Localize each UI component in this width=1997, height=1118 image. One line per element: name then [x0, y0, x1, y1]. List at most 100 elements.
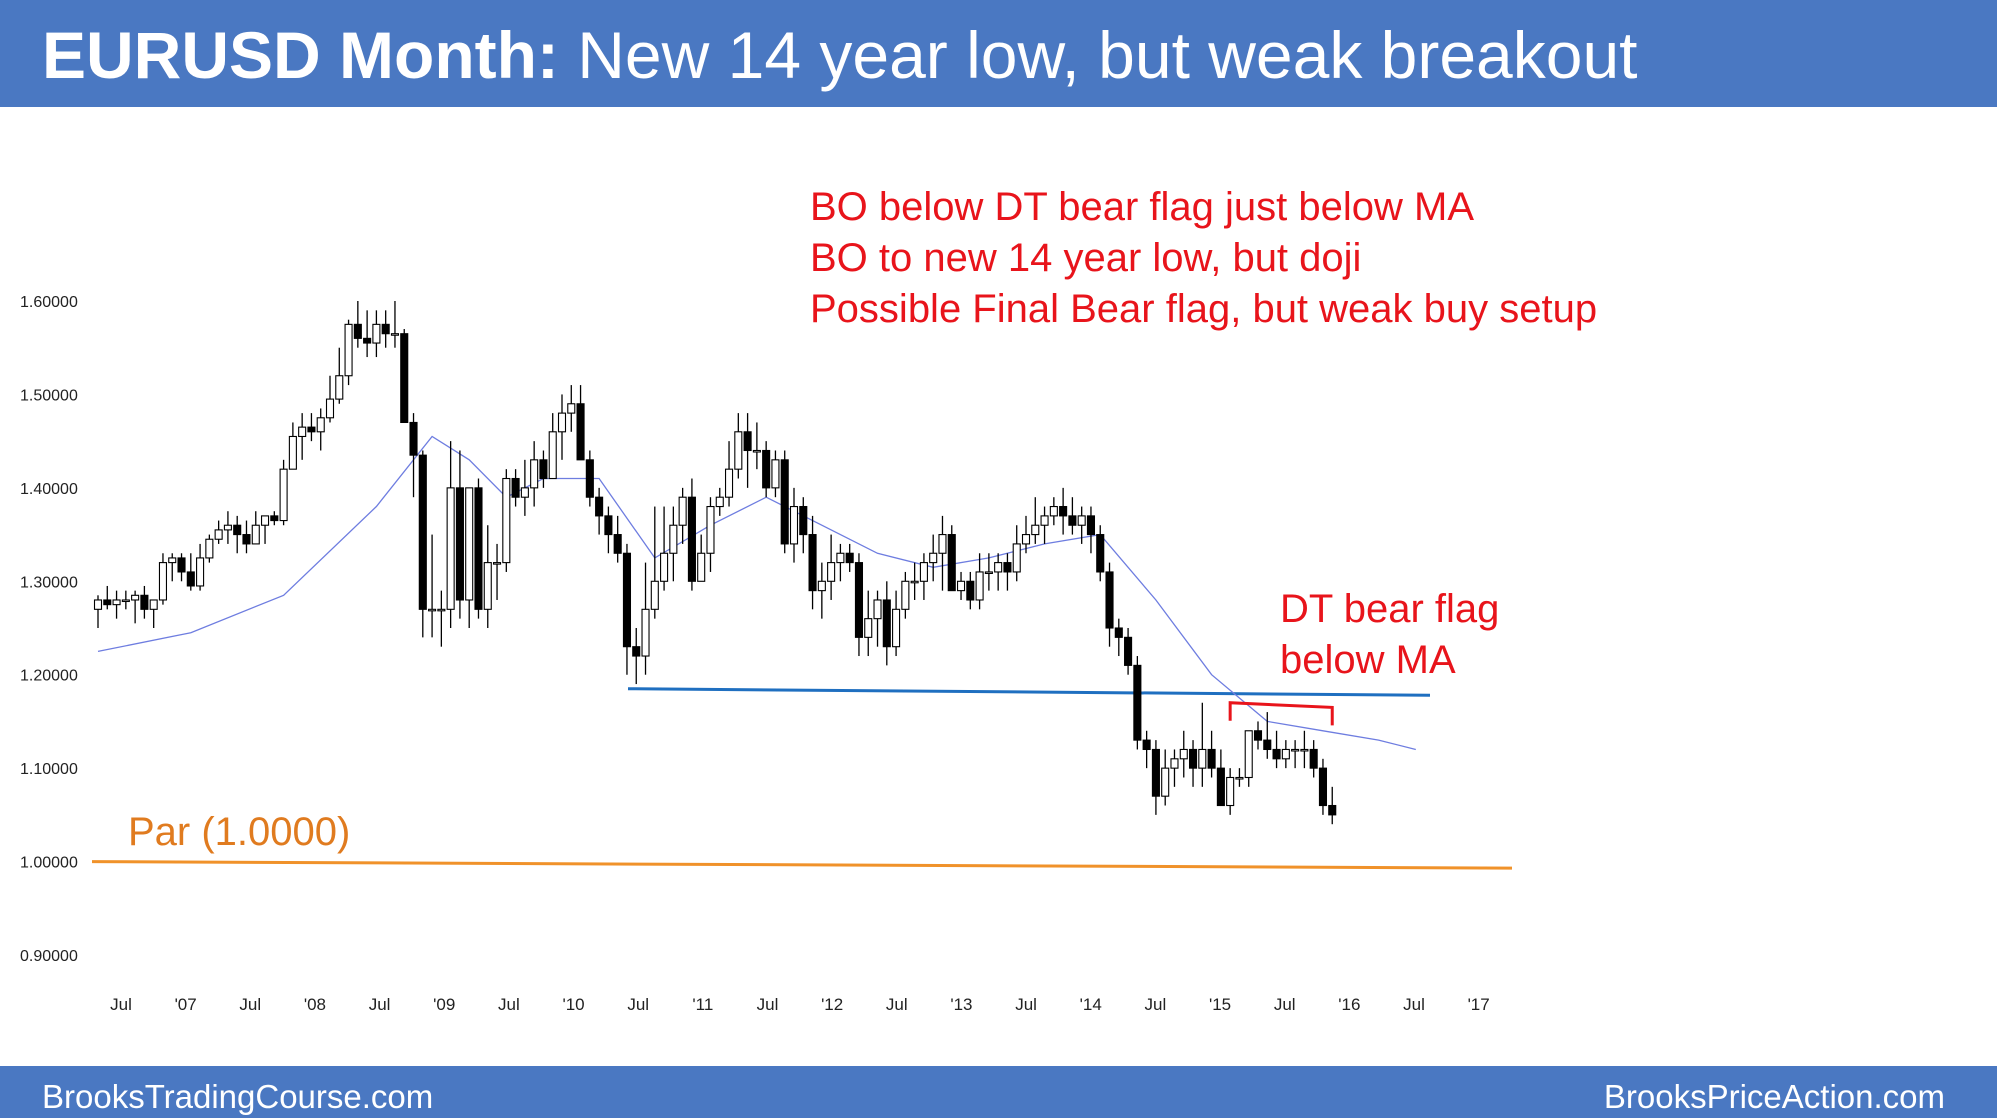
- candle-body-bull: [827, 562, 836, 582]
- candle-body-bull: [817, 580, 826, 592]
- candle-body-bull: [260, 515, 270, 526]
- candle-body-bull: [1170, 758, 1179, 769]
- candle-body-bear: [307, 426, 316, 433]
- par-line: [91, 860, 1513, 870]
- candle-body-bear: [1059, 505, 1068, 517]
- candle-body-bull: [93, 599, 103, 610]
- candle-body-bull: [1300, 748, 1309, 752]
- x-tick-label: '17: [1468, 995, 1490, 1014]
- candle-body-bear: [1188, 748, 1198, 769]
- x-tick-label: '10: [562, 995, 584, 1014]
- candle-body-bear: [808, 534, 817, 592]
- footer-left-link[interactable]: BrooksTradingCourse.com: [42, 1078, 434, 1115]
- annotation-top: BO below DT bear flag just below MA BO t…: [810, 182, 1597, 335]
- candle-body-bull: [669, 524, 678, 554]
- candle-body-bear: [604, 515, 613, 536]
- candle-body-bear: [511, 477, 520, 498]
- candle-body-bear: [177, 557, 186, 573]
- candle-body-bull: [567, 403, 576, 414]
- candle-body-bear: [270, 515, 279, 522]
- y-tick-label: 0.90000: [20, 948, 78, 965]
- candle-body-bear: [687, 496, 696, 582]
- candle-body-bear: [947, 534, 956, 592]
- candlestick-chart: 1.60000 1.50000 1.40000 1.30000 1.20000 1.100…: [20, 294, 1513, 1014]
- y-tick-label: 1.50000: [20, 387, 78, 404]
- candle-body-bear: [1328, 804, 1337, 816]
- candle-body-bear: [1068, 515, 1077, 526]
- candle-body-bull: [465, 487, 474, 601]
- title-rest: New 14 year low, but weak breakout: [558, 18, 1638, 92]
- x-tick-label: '14: [1080, 995, 1102, 1014]
- candle-body-bull: [929, 552, 938, 564]
- candle-body-bull: [1021, 534, 1031, 545]
- annotation-line: BO to new 14 year low, but doji: [810, 236, 1362, 280]
- annotation-line: Possible Final Bear flag, but weak buy s…: [810, 287, 1598, 331]
- candle-body-bull: [975, 571, 984, 601]
- x-tick-label: Jul: [498, 995, 520, 1014]
- candle-body-bear: [103, 599, 112, 606]
- candle-body-bear: [140, 594, 149, 610]
- candle-body-bull: [650, 580, 659, 610]
- candle-body-bull: [325, 398, 335, 419]
- candle-body-bull: [112, 599, 121, 606]
- candle-body-bear: [762, 449, 771, 489]
- y-tick-label: 1.40000: [20, 481, 78, 498]
- candle-body-bull: [1031, 524, 1040, 536]
- candle-body-bull: [1040, 515, 1049, 526]
- candle-body-bear: [1263, 739, 1272, 751]
- candle-body-bull: [492, 562, 502, 565]
- candle-body-bull: [131, 594, 140, 601]
- candle-body-bull: [437, 608, 446, 612]
- candle-body-bull: [1012, 543, 1021, 573]
- candle-body-bull: [1235, 776, 1244, 780]
- x-tick-label: '15: [1209, 995, 1231, 1014]
- candle-body-bull: [919, 562, 928, 582]
- candle-body-bull: [530, 459, 539, 489]
- candle-body-bull: [697, 552, 706, 582]
- candle-body-bull: [864, 618, 873, 638]
- candle-body-bear: [1142, 739, 1151, 751]
- x-tick-label: Jul: [1015, 995, 1037, 1014]
- candle-body-bear: [1207, 748, 1216, 769]
- candle-body-bear: [381, 323, 390, 335]
- candle-body-bull: [390, 333, 400, 336]
- x-tick-label: Jul: [1145, 995, 1167, 1014]
- candle-body-bear: [242, 534, 251, 545]
- candle-body-bull: [715, 496, 724, 508]
- candle-body-bull: [557, 412, 567, 433]
- footer-bar: [0, 1066, 1997, 1118]
- candle-body-bull: [892, 608, 901, 648]
- candle-body-bear: [409, 421, 418, 456]
- x-tick-label: '12: [821, 995, 843, 1014]
- annotation-line: BO below DT bear flag just below MA: [810, 185, 1475, 229]
- y-tick-label: 1.20000: [20, 668, 78, 685]
- candle-body-bull: [502, 477, 511, 564]
- candle-body-bull: [205, 538, 214, 559]
- candle-body-bull: [1049, 505, 1058, 517]
- candle-body-bear: [1105, 571, 1114, 629]
- page-title: EURUSD Month: New 14 year low, but weak …: [42, 10, 1638, 100]
- moving-average-line: [97, 435, 1416, 751]
- candle-body-bear: [1114, 627, 1123, 638]
- candle-body-bull: [901, 580, 910, 610]
- candle-body-bear: [845, 552, 854, 564]
- candle-body-bear: [539, 459, 548, 480]
- candle-body-bear: [363, 337, 372, 344]
- candle-body-bull: [316, 417, 325, 433]
- candle-body-bull: [678, 496, 687, 526]
- candle-body-bear: [233, 524, 242, 536]
- candle-body-bull: [121, 599, 130, 603]
- candle-body-bull: [724, 468, 734, 498]
- candle-body-bull: [994, 562, 1003, 573]
- candle-body-bull: [251, 524, 260, 545]
- x-tick-label: Jul: [1403, 995, 1425, 1014]
- candle-body-bear: [186, 571, 195, 587]
- candle-body-bull: [1077, 515, 1086, 526]
- candle-body-bear: [1124, 636, 1133, 666]
- candle-body-bull: [446, 487, 455, 610]
- candle-body-bull: [910, 580, 919, 584]
- candle-body-bull: [956, 580, 966, 592]
- footer-right-link[interactable]: BrooksPriceAction.com: [1603, 1078, 1945, 1115]
- x-tick-label: Jul: [757, 995, 779, 1014]
- candle-body-bear: [632, 646, 641, 657]
